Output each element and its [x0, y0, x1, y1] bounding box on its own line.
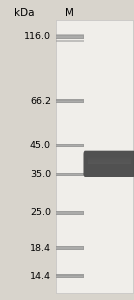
Bar — [56, 36, 83, 38]
Bar — [56, 246, 84, 250]
Text: 35.0: 35.0 — [30, 170, 51, 179]
Bar — [56, 34, 84, 36]
Bar — [88, 161, 131, 162]
Bar — [88, 159, 131, 160]
Bar — [88, 163, 131, 164]
Bar — [88, 160, 131, 161]
Bar — [56, 212, 83, 214]
Text: 66.2: 66.2 — [30, 97, 51, 106]
Bar — [88, 156, 131, 157]
Bar — [56, 172, 84, 176]
Bar — [56, 274, 84, 278]
Bar — [88, 162, 131, 163]
Bar — [56, 145, 83, 146]
Text: 18.4: 18.4 — [30, 244, 51, 253]
Bar — [56, 275, 83, 277]
Text: 45.0: 45.0 — [30, 141, 51, 150]
FancyBboxPatch shape — [56, 20, 133, 292]
Bar — [56, 211, 84, 215]
Bar — [56, 100, 84, 103]
Text: 14.4: 14.4 — [30, 272, 51, 281]
Bar — [56, 100, 83, 102]
Bar — [56, 144, 84, 147]
Text: M: M — [65, 8, 74, 19]
Text: 116.0: 116.0 — [24, 32, 51, 41]
FancyBboxPatch shape — [83, 151, 134, 177]
Bar — [88, 157, 131, 158]
Bar — [56, 40, 84, 42]
Bar — [56, 174, 83, 175]
Bar — [56, 35, 84, 39]
Text: 25.0: 25.0 — [30, 208, 51, 217]
Bar — [88, 158, 131, 159]
Bar — [56, 248, 83, 249]
Text: kDa: kDa — [14, 8, 34, 19]
